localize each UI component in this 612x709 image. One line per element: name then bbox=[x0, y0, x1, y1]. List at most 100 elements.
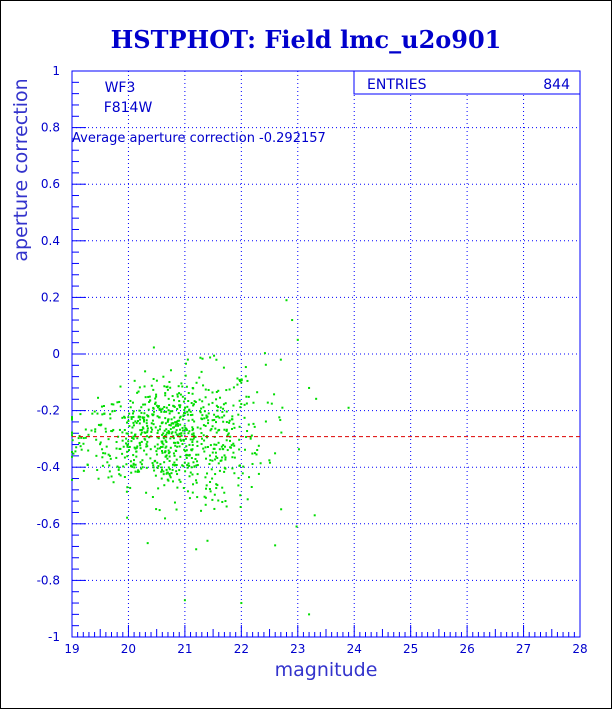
data-point bbox=[104, 452, 107, 455]
data-point bbox=[297, 448, 300, 451]
data-point bbox=[280, 431, 283, 434]
data-point bbox=[264, 420, 267, 423]
data-point bbox=[222, 420, 225, 423]
data-point bbox=[181, 385, 184, 388]
data-point bbox=[165, 386, 168, 389]
data-point bbox=[264, 363, 267, 366]
data-point bbox=[164, 455, 167, 458]
data-point bbox=[183, 409, 186, 412]
data-point bbox=[172, 399, 175, 402]
data-point bbox=[141, 426, 144, 429]
data-point bbox=[195, 479, 198, 482]
data-point bbox=[185, 385, 188, 388]
data-point bbox=[156, 432, 159, 435]
data-point bbox=[96, 469, 99, 472]
data-point bbox=[199, 356, 202, 359]
data-point bbox=[179, 404, 182, 407]
data-point bbox=[112, 481, 115, 484]
data-point bbox=[226, 433, 229, 436]
data-point bbox=[161, 445, 164, 448]
data-point bbox=[191, 441, 194, 444]
data-point bbox=[238, 378, 241, 381]
data-point bbox=[148, 400, 151, 403]
data-point bbox=[150, 384, 153, 387]
data-point bbox=[253, 425, 256, 428]
data-point bbox=[122, 465, 125, 468]
data-point bbox=[172, 441, 175, 444]
data-point bbox=[273, 393, 276, 396]
data-point bbox=[142, 418, 145, 421]
data-point bbox=[193, 465, 196, 468]
data-point bbox=[134, 420, 137, 423]
data-point bbox=[211, 498, 214, 501]
data-point bbox=[189, 438, 192, 441]
data-point bbox=[184, 406, 187, 409]
data-point bbox=[201, 357, 204, 360]
data-point bbox=[205, 484, 208, 487]
data-point bbox=[187, 392, 190, 395]
data-point bbox=[208, 488, 211, 491]
data-point bbox=[154, 459, 157, 462]
data-point bbox=[225, 439, 228, 442]
data-point bbox=[179, 393, 182, 396]
data-point bbox=[229, 435, 232, 438]
data-point bbox=[231, 456, 234, 459]
data-point bbox=[274, 452, 277, 455]
data-point bbox=[213, 507, 216, 510]
x-tick-label: 28 bbox=[572, 642, 587, 656]
data-point bbox=[196, 473, 199, 476]
data-point bbox=[209, 459, 212, 462]
data-point bbox=[178, 432, 181, 435]
data-point bbox=[198, 398, 201, 401]
data-point bbox=[71, 431, 73, 434]
data-point bbox=[252, 422, 255, 425]
data-point bbox=[215, 398, 218, 401]
data-point bbox=[221, 416, 224, 419]
data-point bbox=[101, 448, 104, 451]
y-tick-label: 0.2 bbox=[41, 290, 60, 304]
data-point bbox=[110, 475, 113, 478]
data-point bbox=[190, 402, 193, 405]
data-point bbox=[197, 453, 200, 456]
data-point bbox=[189, 471, 192, 474]
data-point bbox=[172, 480, 175, 483]
data-point bbox=[121, 452, 124, 455]
data-point bbox=[177, 412, 180, 415]
data-point bbox=[217, 441, 220, 444]
data-point bbox=[213, 493, 216, 496]
data-point bbox=[139, 415, 142, 418]
stats-entries-value: 844 bbox=[543, 77, 570, 93]
data-point bbox=[222, 448, 225, 451]
data-point bbox=[139, 433, 142, 436]
data-point bbox=[217, 462, 220, 465]
data-point bbox=[192, 461, 195, 464]
data-point bbox=[162, 375, 165, 378]
data-point bbox=[223, 445, 226, 448]
data-point bbox=[129, 406, 132, 409]
data-point bbox=[138, 422, 141, 425]
data-point bbox=[248, 476, 251, 479]
data-point bbox=[178, 392, 181, 395]
data-point bbox=[214, 473, 217, 476]
data-point bbox=[136, 391, 139, 394]
data-point bbox=[130, 431, 133, 434]
data-point bbox=[270, 402, 273, 405]
y-tick-label: -0.6 bbox=[37, 517, 60, 531]
data-point bbox=[191, 418, 194, 421]
data-point bbox=[162, 443, 165, 446]
data-point bbox=[94, 428, 97, 431]
data-point bbox=[163, 461, 166, 464]
data-point bbox=[227, 432, 230, 435]
data-point bbox=[204, 396, 207, 399]
data-point bbox=[176, 407, 179, 410]
data-point bbox=[151, 413, 154, 416]
data-point bbox=[138, 386, 141, 389]
data-point bbox=[158, 416, 161, 419]
data-point bbox=[185, 456, 188, 459]
data-point bbox=[121, 416, 124, 419]
data-point bbox=[245, 435, 248, 438]
data-point bbox=[145, 491, 148, 494]
data-point bbox=[220, 459, 223, 462]
data-point bbox=[225, 410, 228, 413]
data-point bbox=[130, 440, 133, 443]
